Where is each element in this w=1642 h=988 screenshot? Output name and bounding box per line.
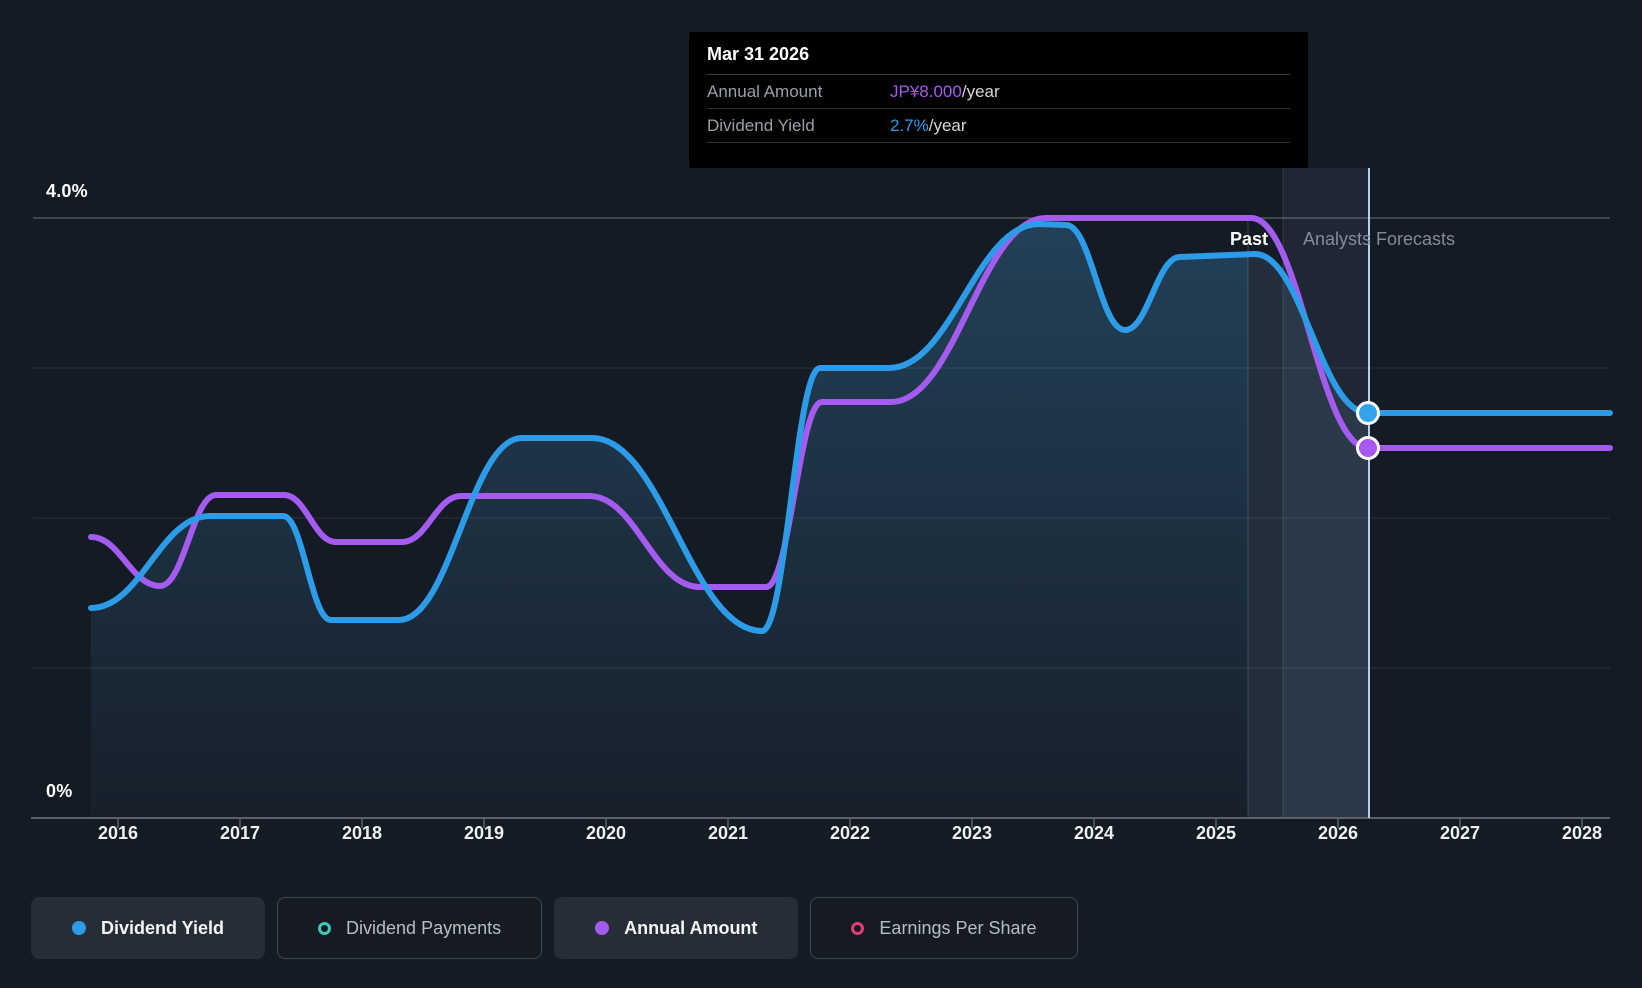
tooltip-label: Dividend Yield xyxy=(707,115,815,135)
tooltip-value-annual-amount: JP¥8.000 xyxy=(890,81,962,101)
x-axis xyxy=(31,817,1610,828)
legend-label: Annual Amount xyxy=(624,917,758,938)
dividend-yield-dot-icon xyxy=(72,921,86,935)
tooltip-value-dividend-yield: 2.7% xyxy=(890,115,929,135)
x-axis-year-label: 2027 xyxy=(1439,823,1481,843)
past-region-label: Past xyxy=(1229,229,1268,249)
legend-toggle-earnings-per-share[interactable]: Earnings Per Share xyxy=(810,897,1078,959)
chart-legend: Dividend Yield Dividend Payments Annual … xyxy=(31,897,1078,959)
legend-label: Earnings Per Share xyxy=(879,917,1037,938)
x-axis-year-label: 2020 xyxy=(585,823,627,843)
earnings-per-share-ring-icon xyxy=(851,921,865,935)
x-axis-year-label: 2019 xyxy=(463,823,505,843)
x-axis-year-label: 2018 xyxy=(341,823,383,843)
x-axis-year-label: 2025 xyxy=(1195,823,1237,843)
tooltip-row-annual-amount: Annual Amount JP¥8.000 /year xyxy=(707,75,1290,109)
annual-amount-marker xyxy=(1356,436,1380,460)
y-axis-label-zero: 0% xyxy=(46,781,73,801)
x-axis-year-label: 2026 xyxy=(1317,823,1359,843)
dividend-yield-marker xyxy=(1356,401,1380,425)
legend-label: Dividend Payments xyxy=(346,917,502,938)
forecast-region-label: Analysts Forecasts xyxy=(1303,229,1456,249)
tooltip-value-suffix: /year xyxy=(961,81,1000,101)
legend-toggle-annual-amount[interactable]: Annual Amount xyxy=(554,897,799,959)
x-axis-year-label: 2024 xyxy=(1073,823,1115,843)
tooltip-label: Annual Amount xyxy=(707,81,823,101)
x-axis-year-label: 2017 xyxy=(219,823,261,843)
tooltip-row-dividend-yield: Dividend Yield 2.7% /year xyxy=(707,109,1290,143)
x-axis-year-label: 2028 xyxy=(1561,823,1603,843)
x-axis-year-label: 2016 xyxy=(97,823,139,843)
annual-amount-dot-icon xyxy=(595,921,610,935)
legend-toggle-dividend-yield[interactable]: Dividend Yield xyxy=(31,897,266,959)
dividend-yield-line xyxy=(88,221,1613,634)
x-axis-year-label: 2022 xyxy=(829,823,871,843)
tooltip-value-suffix: /year xyxy=(928,115,967,135)
x-axis-year-label: 2023 xyxy=(951,823,993,843)
tooltip-date-title: Mar 31 2026 xyxy=(707,32,1290,75)
dividend-payments-ring-icon xyxy=(318,921,332,935)
hover-highlight-band xyxy=(1283,168,1369,818)
legend-label: Dividend Yield xyxy=(101,917,225,938)
legend-toggle-dividend-payments[interactable]: Dividend Payments xyxy=(277,897,543,959)
hover-tooltip: Mar 31 2026 Annual Amount JP¥8.000 /year… xyxy=(689,32,1308,168)
x-axis-year-label: 2021 xyxy=(707,823,749,843)
y-axis-label-max: 4.0% xyxy=(46,181,88,201)
